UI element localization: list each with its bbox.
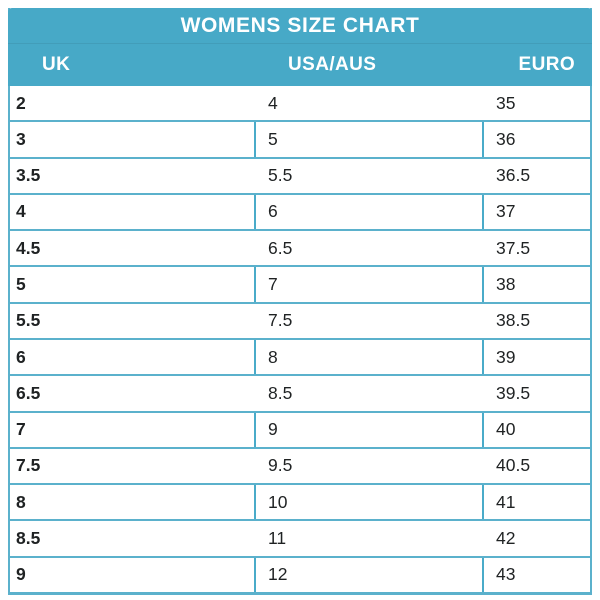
table-row: 5 7 38 [10,267,590,304]
table-row: 8.5 11 42 [10,521,590,558]
table-row: 6.5 8.5 39.5 [10,376,590,413]
uk-size-cell: 7 [16,419,26,440]
euro-size-cell: 40.5 [496,455,531,476]
table-body: 2 4 35 3 5 36 3.5 5.5 36.5 4 6 37 4.5 6.… [10,86,590,592]
column-header-euro: EURO [518,54,575,75]
euro-size-cell: 42 [496,528,516,549]
table-row: 3.5 5.5 36.5 [10,159,590,195]
usa-size-cell: 10 [254,485,482,520]
table-row: 5.5 7.5 38.5 [10,304,590,340]
uk-size-cell: 3.5 [16,165,41,186]
usa-size-cell: 8.5 [268,382,293,403]
column-header-usa-aus: USA/AUS [288,54,377,75]
usa-size-cell: 7.5 [268,310,293,331]
uk-size-cell: 4.5 [16,237,41,258]
euro-size-cell: 36 [482,122,590,157]
uk-size-cell: 3 [16,128,26,149]
usa-size-cell: 12 [254,557,482,592]
euro-size-cell: 35 [496,92,516,113]
table-row: 2 4 35 [10,86,590,123]
table-row: 3 5 36 [10,122,590,159]
uk-size-cell: 2 [16,92,26,113]
column-header-row: UK USA/AUS EURO [8,44,592,86]
usa-size-cell: 6 [254,194,482,230]
page-title: WOMENS SIZE CHART [8,8,592,44]
euro-size-cell: 37.5 [496,237,531,258]
usa-size-cell: 4 [268,92,278,113]
table-row: 7 9 40 [10,412,590,449]
usa-size-cell: 7 [254,267,482,302]
womens-size-chart-table: WOMENS SIZE CHART UK USA/AUS EURO 2 4 35… [8,8,592,595]
euro-size-cell: 40 [482,412,590,447]
usa-size-cell: 11 [268,528,287,549]
euro-size-cell: 36.5 [496,165,531,186]
uk-size-cell: 5 [16,274,26,295]
uk-size-cell: 9 [16,564,26,585]
euro-size-cell: 39 [482,339,590,375]
table-row: 9 12 43 [10,557,590,592]
usa-size-cell: 9 [254,412,482,447]
uk-size-cell: 7.5 [16,455,41,476]
usa-size-cell: 8 [254,339,482,375]
uk-size-cell: 6 [16,346,26,367]
table-row: 7.5 9.5 40.5 [10,449,590,486]
uk-size-cell: 6.5 [16,382,41,403]
uk-size-cell: 8 [16,491,26,512]
table-header: WOMENS SIZE CHART UK USA/AUS EURO [8,8,592,86]
euro-size-cell: 38.5 [496,310,531,331]
uk-size-cell: 8.5 [16,528,41,549]
usa-size-cell: 5.5 [268,165,293,186]
usa-size-cell: 9.5 [268,455,293,476]
table-row: 8 10 41 [10,485,590,522]
uk-size-cell: 4 [16,201,26,222]
euro-size-cell: 41 [482,485,590,520]
table-row: 4 6 37 [10,194,590,232]
euro-size-cell: 37 [482,194,590,230]
euro-size-cell: 38 [482,267,590,302]
column-header-uk: UK [42,54,71,75]
table-row: 4.5 6.5 37.5 [10,231,590,268]
uk-size-cell: 5.5 [16,310,41,331]
table-row: 6 8 39 [10,339,590,377]
euro-size-cell: 39.5 [496,382,531,403]
euro-size-cell: 43 [482,557,590,592]
usa-size-cell: 5 [254,122,482,157]
usa-size-cell: 6.5 [268,237,293,258]
